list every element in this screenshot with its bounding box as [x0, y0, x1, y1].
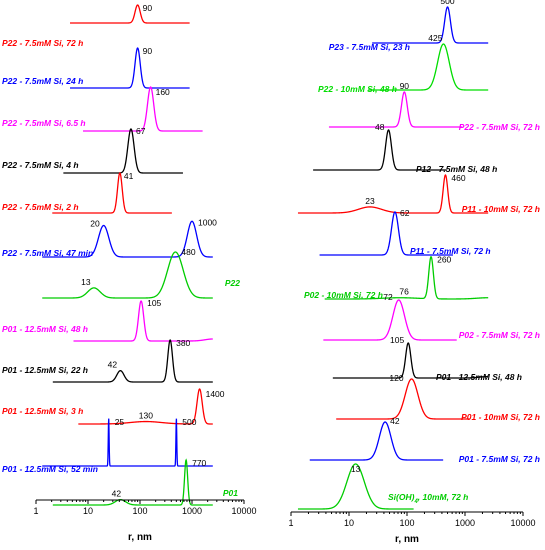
x-tick-label: 100 [132, 506, 147, 516]
peak-label: 72 [383, 292, 393, 302]
curve-label: P11 - 10mM Si, 72 h [462, 204, 540, 214]
curve-label: P01 - 12.5mM Si, 52 min [2, 464, 98, 474]
curve-label: P22 - 7.5mM Si, 47 min [2, 248, 93, 258]
curve-label: P02 - 7.5mM Si, 72 h [459, 330, 540, 340]
curve-label: Si(OH)4, 10mM, 72 h [388, 492, 468, 505]
curve-p01-12-5mm-si-52-min [42, 418, 213, 467]
curve-p12-7-5mm-si-48-h [313, 129, 447, 171]
curve-p01-12-5mm-si-22-h [52, 339, 213, 383]
curve-p01 [52, 458, 213, 506]
peak-label: 500 [440, 0, 454, 6]
x-tick-label: 100 [399, 518, 414, 528]
curve-label: P23 - 7.5mM Si, 23 h [329, 42, 410, 52]
peak-label: 460 [451, 173, 465, 183]
peak-label: 76 [399, 287, 409, 297]
peak-label: 42 [390, 416, 400, 426]
x-tick-label: 10000 [510, 518, 535, 528]
curve-p22-7-5mm-si-72-h [70, 4, 190, 24]
curve-label: P22 - 7.5mM Si, 24 h [2, 76, 83, 86]
x-axis-title: r, nm [128, 532, 152, 543]
curve-p01-12-5mm-si-48-h [73, 300, 213, 342]
curve-label: P01 - 7.5mM Si, 72 h [459, 454, 540, 464]
curve-label: P01 - 10mM Si, 72 h [461, 412, 540, 422]
peak-label: 1400 [206, 389, 225, 399]
x-tick-label: 1 [288, 518, 293, 528]
curve-label: P01 - 12.5mM Si, 22 h [2, 365, 88, 375]
peak-label: 62 [400, 208, 410, 218]
left-panel: P22 - 7.5mM Si, 72 h 90 P22 - 7.5mM Si, 24… [2, 3, 257, 543]
curve-label: P01 - 12.5mM Si, 3 h [2, 406, 83, 416]
curve-label: P11 - 7.5mM Si, 72 h [410, 246, 491, 256]
curve-p22-10mm-si-48-h [368, 43, 489, 91]
curve-p22-7-5mm-si-72-h [328, 91, 463, 128]
x-axis-title: r, nm [395, 534, 419, 545]
peak-label: 770 [192, 458, 206, 468]
peak-label: 13 [81, 277, 91, 287]
curve-p01-12-5mm-si-3-h [78, 388, 213, 425]
curve-label: P22 - 7.5mM Si, 6.5 h [2, 118, 86, 128]
peak-label: 13 [351, 464, 361, 474]
peak-label: 500 [182, 417, 196, 427]
curve-label: P22 - 7.5mM Si, 72 h [459, 122, 540, 132]
curve-label: P01 - 12.5mM Si, 48 h [2, 324, 88, 334]
curve-p22-7-5mm-si-24-h [70, 47, 190, 89]
curve-label: P01 [223, 488, 238, 498]
right-panel: P23 - 7.5mM Si, 23 h 500 P22 - 10mM Si, 48… [288, 0, 540, 545]
peak-label: 48 [375, 122, 385, 132]
curve-label: P22 - 7.5mM Si, 2 h [2, 202, 79, 212]
peak-label: 1000 [198, 217, 217, 227]
x-tick-label: 1000 [455, 518, 475, 528]
peak-label: 41 [124, 171, 134, 181]
curve-p01-12-5mm-si-48-h [332, 342, 489, 379]
curve-label: P02 - 10mM Si, 72 h [304, 290, 383, 300]
curve-label: P22 [225, 278, 240, 288]
curve-p22-7-5mm-si-6-5-h [83, 86, 203, 132]
curve-p02-7-5mm-si-72-h [323, 299, 457, 341]
peak-label: 20 [90, 219, 100, 229]
curve-si-oh-4-10mm-72-h [297, 463, 414, 510]
curve-label: P22 - 10mM Si, 48 h [318, 84, 397, 94]
curve-p22 [42, 251, 213, 299]
x-tick-label: 1000 [182, 506, 202, 516]
peak-label: 130 [139, 411, 153, 421]
x-tick-label: 10000 [231, 506, 256, 516]
x-tick-label: 10 [344, 518, 354, 528]
curve-p22-7-5mm-si-2-h [52, 172, 172, 214]
peak-label: 480 [181, 247, 195, 257]
peak-label: 260 [437, 255, 451, 265]
peak-label: 120 [389, 373, 403, 383]
peak-label: 23 [365, 196, 375, 206]
curve-label: P01 - 12.5mM Si, 48 h [436, 372, 522, 382]
peak-label: 380 [176, 338, 190, 348]
peak-label: 105 [390, 335, 404, 345]
peak-label: 90 [400, 81, 410, 91]
curve-p22-7-5mm-si-4-h [63, 128, 183, 174]
peak-label: 160 [156, 87, 170, 97]
curve-p22-7-5mm-si-47-min [42, 220, 213, 258]
curve-p11-10mm-si-72-h [297, 174, 489, 214]
peak-label: 25 [115, 417, 125, 427]
curve-p01-7-5mm-si-72-h [309, 421, 444, 461]
peak-label: 105 [147, 298, 161, 308]
x-tick-label: 10 [83, 506, 93, 516]
peak-label: 42 [112, 489, 122, 499]
x-tick-label: 1 [33, 506, 38, 516]
peak-label: 425 [428, 33, 442, 43]
curve-label: P22 - 7.5mM Si, 72 h [2, 38, 83, 48]
curve-p02-10mm-si-72-h [324, 255, 489, 300]
curve-p01-10mm-si-72-h [336, 378, 470, 420]
curve-label: P22 - 7.5mM Si, 4 h [2, 160, 79, 170]
curve-label: P12 - 7.5mM Si, 48 h [416, 164, 497, 174]
curve-p23-7-5mm-si-23-h [372, 6, 489, 44]
peak-label: 90 [143, 46, 153, 56]
peak-label: 42 [108, 360, 118, 370]
peak-label: 67 [136, 126, 146, 136]
curve-p11-7-5mm-si-72-h [319, 211, 453, 256]
peak-label: 90 [143, 3, 153, 13]
